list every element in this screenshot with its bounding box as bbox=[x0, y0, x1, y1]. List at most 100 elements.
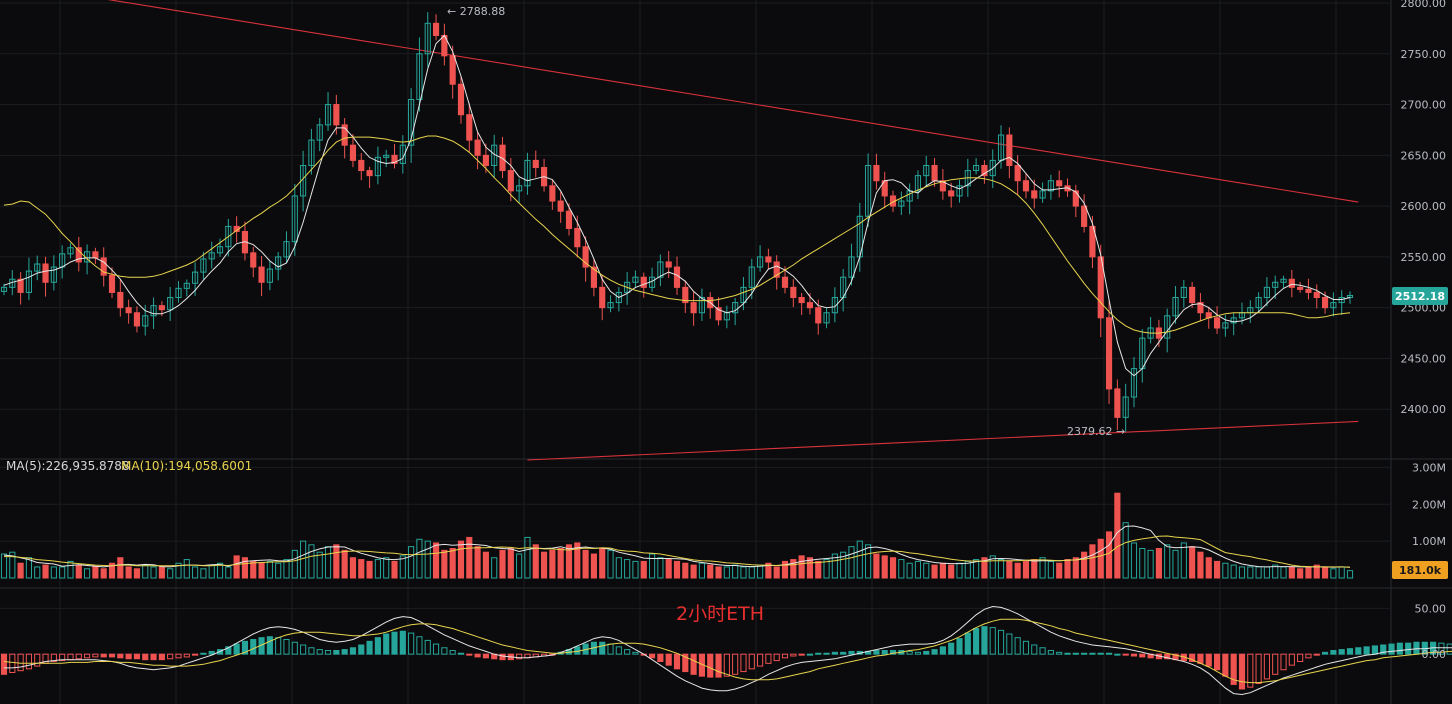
volume-bar bbox=[266, 560, 273, 579]
candle-down bbox=[640, 276, 647, 288]
candle-up bbox=[848, 256, 855, 278]
candle-up bbox=[914, 175, 922, 192]
macd-histogram-bar bbox=[474, 653, 481, 658]
macd-histogram-bar bbox=[997, 629, 1005, 655]
candle-down bbox=[590, 266, 597, 288]
volume-bar bbox=[516, 553, 523, 579]
macd-histogram-bar bbox=[765, 653, 772, 664]
candle-up bbox=[1263, 286, 1270, 299]
macd-histogram-bar bbox=[0, 653, 8, 675]
macd-histogram-bar bbox=[457, 652, 465, 655]
candle-down bbox=[873, 164, 880, 182]
candle-down bbox=[1105, 317, 1113, 390]
price-tick-label: 2550.00 bbox=[1401, 251, 1447, 264]
candle-up bbox=[923, 164, 930, 177]
volume-bar bbox=[457, 540, 465, 579]
volume-bar bbox=[906, 562, 913, 579]
candle-down bbox=[432, 22, 440, 36]
candle-up bbox=[374, 156, 381, 177]
macd-histogram-bar bbox=[1438, 642, 1445, 655]
volume-bar bbox=[1288, 566, 1295, 579]
volume-bar bbox=[391, 560, 398, 579]
volume-bar bbox=[1122, 522, 1129, 579]
volume-bar bbox=[590, 553, 597, 579]
candle-up bbox=[615, 291, 622, 304]
candle-up bbox=[1180, 286, 1187, 299]
volume-bar bbox=[1155, 548, 1162, 579]
volume-bar bbox=[341, 549, 348, 579]
macd-histogram-bar bbox=[142, 653, 149, 661]
macd-histogram-bar bbox=[449, 650, 456, 655]
volume-bar bbox=[889, 557, 897, 579]
macd-histogram-bar bbox=[948, 642, 955, 655]
macd-histogram-bar bbox=[441, 647, 448, 655]
volume-bar bbox=[873, 553, 880, 579]
volume-bar bbox=[183, 559, 190, 579]
volume-bar bbox=[42, 564, 49, 579]
volume-bar bbox=[823, 559, 830, 579]
volume-bar bbox=[291, 549, 298, 579]
candle-down bbox=[1305, 288, 1312, 293]
volume-bar bbox=[1014, 562, 1021, 579]
trendline bbox=[107, 0, 1359, 203]
macd-histogram-bar bbox=[374, 637, 381, 655]
volume-bar bbox=[9, 551, 16, 579]
volume-bar bbox=[765, 562, 772, 579]
volume-bar bbox=[565, 544, 573, 579]
macd-histogram-bar bbox=[108, 653, 116, 658]
trendline bbox=[527, 420, 1359, 461]
volume-bar bbox=[715, 566, 722, 579]
candle-down bbox=[17, 278, 24, 293]
macd-histogram-bar bbox=[1089, 652, 1096, 655]
volume-bar bbox=[557, 548, 564, 579]
volume-bar bbox=[657, 557, 664, 579]
volume-bar bbox=[491, 557, 498, 579]
volume-bar bbox=[898, 559, 905, 579]
candle-up bbox=[989, 159, 996, 177]
volume-bar bbox=[1130, 542, 1138, 579]
candle-up bbox=[732, 302, 739, 314]
volume-bar bbox=[840, 551, 847, 579]
price-tick-label: 2650.00 bbox=[1401, 149, 1447, 162]
volume-bar bbox=[707, 564, 714, 579]
macd-histogram-bar bbox=[482, 653, 489, 659]
macd-histogram-bar bbox=[183, 653, 190, 658]
volume-bar bbox=[1305, 566, 1312, 579]
macd-histogram-bar bbox=[939, 646, 946, 655]
candle-down bbox=[574, 227, 581, 248]
macd-histogram-bar bbox=[1363, 646, 1370, 655]
candle-down bbox=[366, 170, 373, 177]
candle-down bbox=[939, 180, 946, 192]
volume-bar bbox=[125, 566, 132, 579]
candle-down bbox=[549, 185, 556, 202]
macd-histogram-bar bbox=[333, 650, 340, 655]
volume-bar bbox=[1222, 562, 1229, 579]
macd-histogram-bar bbox=[1164, 653, 1171, 660]
candle-down bbox=[1006, 134, 1013, 166]
volume-ma10-legend: MA(10):194,058.6001 bbox=[121, 459, 252, 473]
macd-histogram-bar bbox=[690, 653, 697, 675]
candle-down bbox=[773, 261, 780, 278]
candle-down bbox=[42, 263, 49, 283]
macd-histogram-bar bbox=[1072, 652, 1079, 655]
price-ma-slow-line bbox=[3, 135, 1351, 334]
volume-bar bbox=[67, 560, 74, 579]
candle-down bbox=[798, 297, 805, 304]
volume-bar bbox=[466, 536, 473, 579]
volume-bar bbox=[781, 560, 789, 579]
macd-histogram-bar bbox=[241, 640, 249, 655]
volume-bar bbox=[441, 549, 448, 579]
macd-histogram-bar bbox=[466, 653, 473, 656]
macd-histogram-bar bbox=[208, 650, 215, 655]
volume-bar bbox=[416, 538, 423, 579]
candle-up bbox=[408, 98, 415, 146]
macd-histogram-bar bbox=[192, 653, 199, 656]
macd-histogram-bar bbox=[848, 650, 855, 655]
candle-down bbox=[1313, 291, 1320, 299]
macd-histogram-bar bbox=[931, 649, 938, 655]
macd-histogram-bar bbox=[1330, 650, 1337, 655]
candle-down bbox=[599, 286, 606, 309]
macd-histogram-bar bbox=[815, 652, 822, 655]
